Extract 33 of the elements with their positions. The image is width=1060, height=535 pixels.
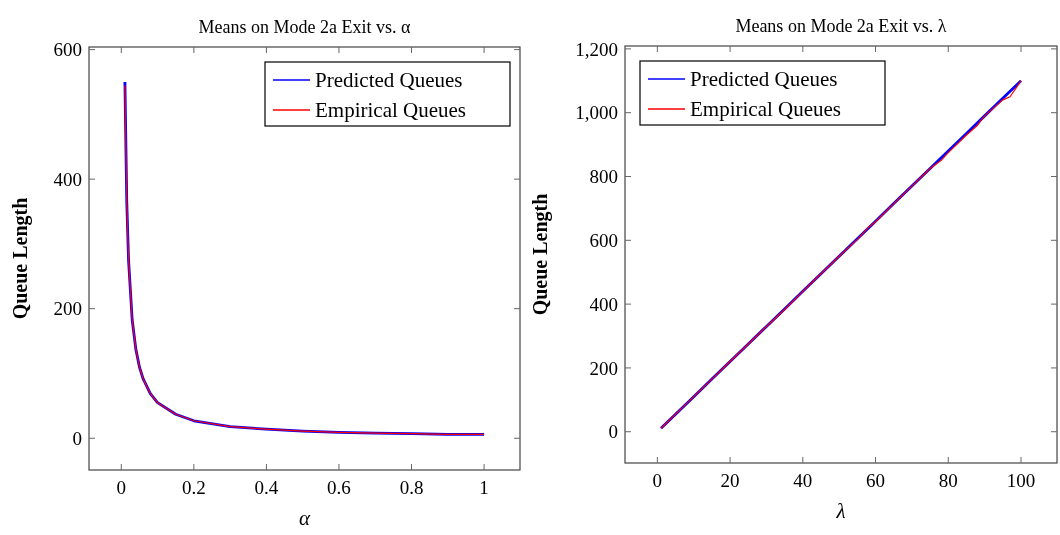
x-tick-label: 100 xyxy=(1006,470,1036,491)
x-tick-label: 1 xyxy=(479,477,489,498)
x-tick-label: 20 xyxy=(720,470,740,491)
chart-title: Means on Mode 2a Exit vs. λ xyxy=(735,16,947,36)
y-tick-label: 200 xyxy=(589,357,618,379)
x-tick-label: 0.8 xyxy=(399,477,424,498)
legend-label: Predicted Queues xyxy=(690,67,838,92)
y-axis-title: Queue Length xyxy=(9,197,32,320)
y-tick-label: 400 xyxy=(53,168,82,190)
x-tick-label: 0.6 xyxy=(327,477,351,498)
y-tick-label: 1,200 xyxy=(575,38,618,60)
x-tick-label: 0.2 xyxy=(181,477,206,498)
chart-title: Means on Mode 2a Exit vs. α xyxy=(198,17,412,37)
y-tick-label: 200 xyxy=(53,298,82,320)
x-tick-label: 60 xyxy=(866,470,886,491)
y-tick-label: 600 xyxy=(589,229,618,251)
x-tick-label: 0.4 xyxy=(254,477,279,498)
legend-label: Empirical Queues xyxy=(690,97,842,122)
y-tick-label: 1,000 xyxy=(575,102,618,124)
x-tick-label: 0 xyxy=(116,477,127,498)
x-axis-title: λ xyxy=(835,499,846,523)
y-tick-label: 400 xyxy=(589,293,618,315)
y-tick-label: 0 xyxy=(608,421,618,443)
x-tick-label: 40 xyxy=(793,470,813,491)
y-tick-label: 600 xyxy=(53,39,82,61)
x-tick-label: 0 xyxy=(652,470,663,491)
legend-label: Predicted Queues xyxy=(315,68,463,93)
y-tick-label: 0 xyxy=(72,427,82,449)
x-tick-label: 80 xyxy=(938,470,958,491)
y-axis-title: Queue Length xyxy=(529,193,552,316)
x-axis-title: α xyxy=(298,506,311,530)
legend-label: Empirical Queues xyxy=(315,98,467,123)
y-tick-label: 800 xyxy=(589,166,618,188)
